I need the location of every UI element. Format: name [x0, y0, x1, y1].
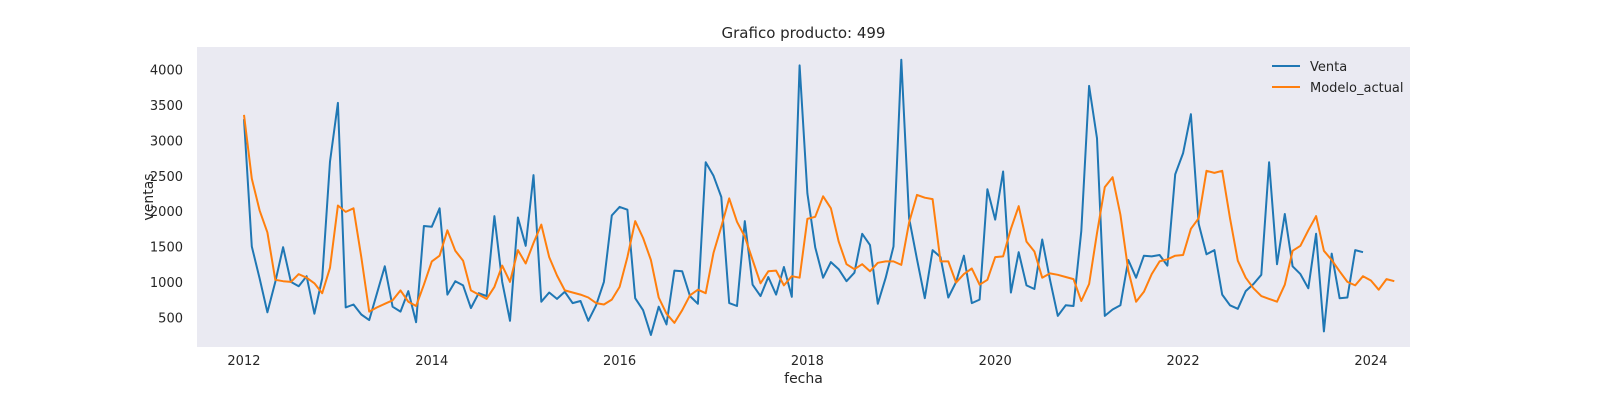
y-tick-label: 3500 — [150, 99, 183, 114]
x-tick-label: 2014 — [415, 354, 448, 369]
y-axis-title: ventas — [141, 173, 157, 220]
y-axis-ticks: 500 1000 1500 2000 2500 3000 3500 4000 — [150, 64, 183, 327]
y-tick-label: 2500 — [150, 170, 183, 185]
y-tick-label: 1000 — [150, 276, 183, 291]
legend: Venta Modelo_actual — [1272, 60, 1404, 96]
x-tick-label: 2022 — [1167, 354, 1200, 369]
y-tick-label: 500 — [158, 311, 183, 326]
y-tick-label: 1500 — [150, 241, 183, 256]
legend-label: Modelo_actual — [1310, 81, 1404, 96]
series-lines — [243, 58, 1395, 336]
series-line-0 — [243, 58, 1364, 336]
series-line-1 — [243, 114, 1395, 324]
x-axis-title: fecha — [784, 371, 823, 387]
plot-area — [197, 47, 1410, 347]
legend-label: Venta — [1310, 60, 1347, 75]
x-axis-ticks: 2012 2014 2016 2018 2020 2022 2024 — [227, 354, 1387, 369]
y-tick-label: 2000 — [150, 205, 183, 220]
x-tick-label: 2016 — [603, 354, 636, 369]
x-tick-label: 2018 — [791, 354, 824, 369]
y-tick-label: 4000 — [150, 64, 183, 79]
y-tick-label: 3000 — [150, 134, 183, 149]
chart-title: Grafico producto: 499 — [722, 24, 886, 42]
x-tick-label: 2024 — [1354, 354, 1387, 369]
x-tick-label: 2020 — [979, 354, 1012, 369]
x-tick-label: 2012 — [227, 354, 260, 369]
